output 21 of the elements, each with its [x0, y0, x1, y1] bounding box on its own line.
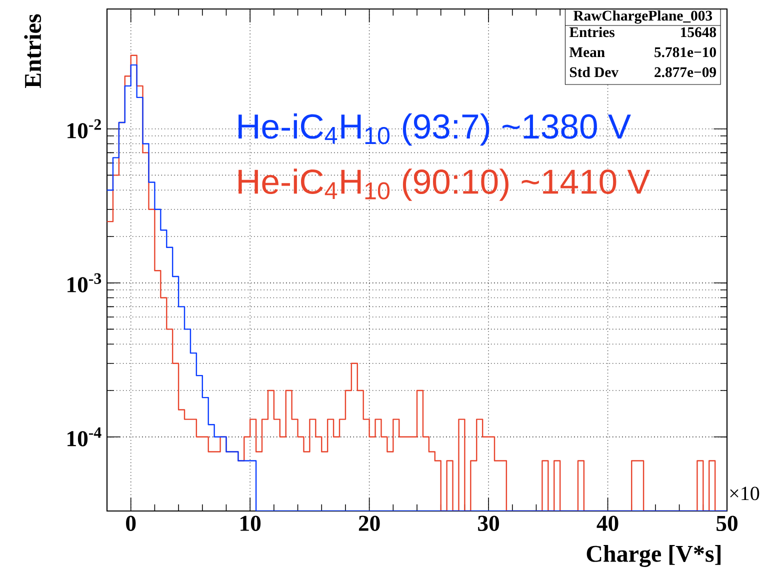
- x-tick-label: 30: [478, 516, 500, 532]
- y-axis-title: Entries: [24, 14, 42, 88]
- x-tick-label: 20: [358, 516, 380, 532]
- x-tick-label: 10: [240, 516, 261, 532]
- annotation: 15648: [681, 27, 716, 38]
- x-tick-label: 0: [126, 516, 136, 532]
- text: He-iC$_{4}$H$_{10}$ (90:10) ~1410 V: [238, 168, 650, 201]
- text: He-iC$_{4}$H$_{10}$ (93:7) ~1380 V: [238, 113, 631, 146]
- annotation: Std Dev: [570, 66, 619, 78]
- x-tick-label: 50: [716, 516, 738, 532]
- annotation: 5.781e−10: [654, 47, 716, 58]
- y-tick-label: 10$^{-2}$: [68, 119, 101, 138]
- annotation: RawChargePlane_003: [573, 10, 712, 24]
- y-tick-label: 10$^{-3}$: [68, 273, 102, 292]
- annotation: Entries: [569, 26, 614, 38]
- text: ×10: [730, 486, 760, 500]
- annotation: Mean: [569, 47, 605, 58]
- y-tick-label: 10$^{-4}$: [68, 427, 102, 446]
- x-axis-title: Charge [V*s]: [586, 545, 721, 567]
- x-tick-label: 40: [596, 516, 618, 532]
- annotation: 2.877e−09: [654, 67, 716, 78]
